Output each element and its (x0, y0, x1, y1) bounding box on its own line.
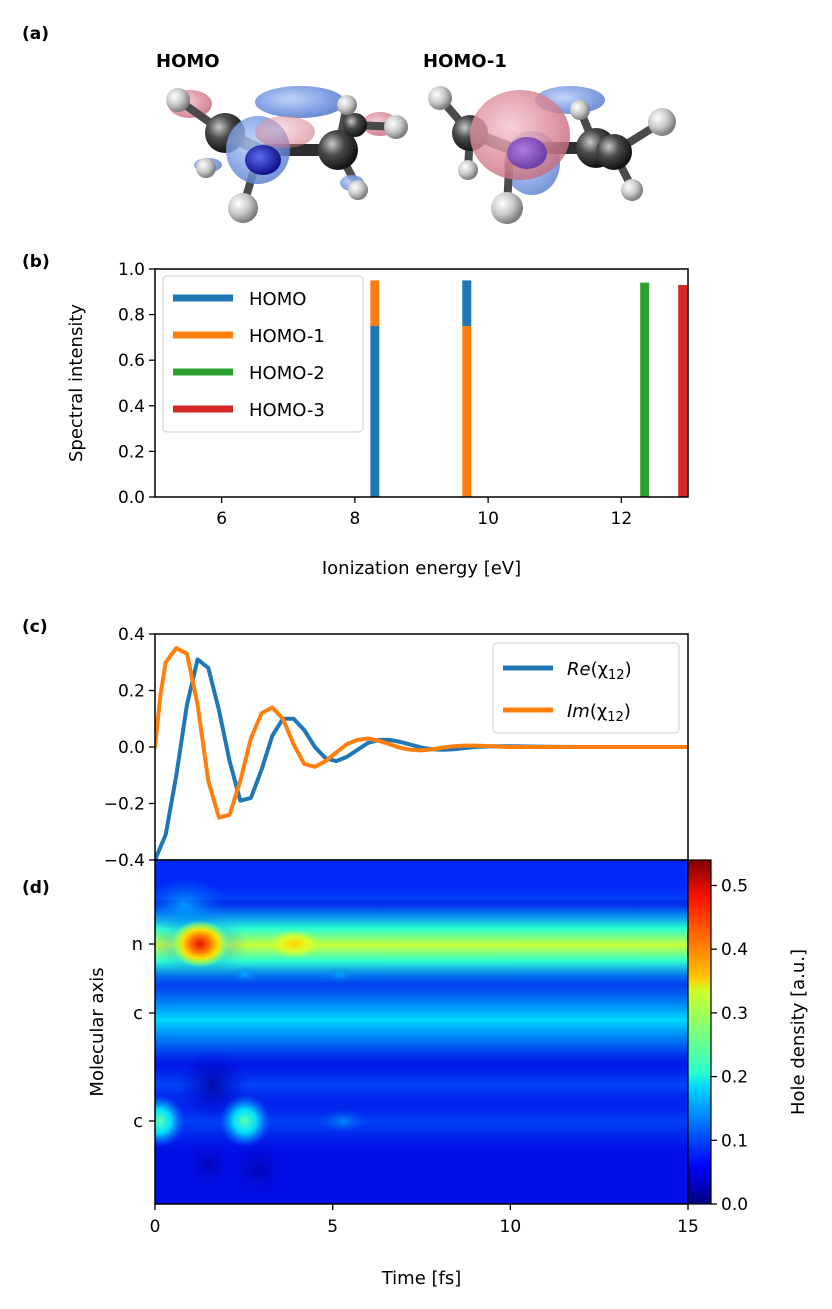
heatmap-xtick-label: 5 (327, 1217, 338, 1237)
homo-molecule-image (166, 86, 408, 223)
heatmap-ylabel: Molecular axis (87, 967, 108, 1096)
colorbar-label: Hole density [a.u.] (788, 949, 809, 1115)
spectrum-legend-box (162, 275, 364, 433)
spectrum-legend-label: HOMO-3 (249, 400, 325, 421)
coherence-ytick-label: 0.0 (118, 738, 145, 758)
series-im-line (155, 646, 688, 820)
spectrum-legend: HOMO HOMO-1 HOMO-2 HOMO-3 (162, 275, 364, 433)
colorbar-tick-label: 0.5 (721, 876, 748, 896)
spectrum-xtick-label: 8 (349, 509, 360, 529)
spectrum-ytick-label: 1.0 (118, 260, 145, 280)
heatmap-row-label: c (133, 1111, 143, 1132)
heatmap-xtick-label: 0 (150, 1217, 161, 1237)
heatmap-dark-spot-2 (228, 1142, 288, 1198)
spectrum-legend-label: HOMO (249, 289, 306, 310)
heatmap-xtick-label: 15 (677, 1217, 699, 1237)
spectrum-ytick-label: 0.4 (118, 397, 145, 417)
spectrum-xtick-label: 6 (216, 509, 227, 529)
panel-label-b: (b) (22, 252, 50, 272)
heatmap-peak-1 (170, 920, 230, 968)
colorbar-tick-label: 0.4 (721, 940, 748, 960)
spectrum-ytick-label: 0.2 (118, 442, 145, 462)
hole-density-map: 0 5 10 15 n c c Time [fs] Molecular axis 0.0 0.… (87, 859, 809, 1289)
spectrum-ytick-label: 0.0 (118, 488, 145, 508)
heatmap-row-label: c (133, 1003, 143, 1024)
heatmap-c-upper-dim-2 (324, 967, 356, 983)
spectrum-ytick-label: 0.6 (118, 351, 145, 371)
spectrum-xlabel: Ionization energy [eV] (322, 558, 521, 579)
heatmap-c-lower-ripple (318, 1109, 368, 1133)
heatmap-row-label: n (132, 934, 143, 955)
colorbar-tick-label: 0.2 (721, 1068, 748, 1088)
heatmap-c-lower-peak-1 (155, 1095, 184, 1147)
coherence-ytick-label: 0.4 (118, 625, 145, 645)
coherence-chart: −0.4 −0.2 0.0 0.2 0.4 Re(χ12) Im(χ12) (104, 625, 689, 871)
homo-title: HOMO (156, 51, 220, 72)
spectrum-plot-frame (154, 268, 689, 498)
spectrum-xtick-label: 12 (611, 509, 633, 529)
colorbar-tick-label: 0.0 (721, 1195, 748, 1215)
heatmap-peak-2 (268, 930, 320, 958)
heatmap-c-upper-band (155, 975, 688, 1065)
legend-im-label: Im(χ12) (567, 701, 631, 725)
spectrum-ylabel: Spectral intensity (66, 304, 87, 462)
colorbar-tick-label: 0.3 (721, 1004, 748, 1024)
coherence-ytick-label: −0.4 (104, 851, 145, 871)
panel-label-d: (d) (22, 878, 50, 898)
spectrum-xtick-label: 10 (477, 509, 499, 529)
heatmap-c-lower-peak-2 (220, 1095, 270, 1147)
homo1-title: HOMO-1 (423, 51, 507, 72)
panel-label-c: (c) (22, 617, 48, 637)
homo1-molecule-image (428, 86, 676, 224)
heatmap-xtick-label: 10 (500, 1217, 522, 1237)
colorbar-tick-label: 0.1 (721, 1131, 748, 1151)
coherence-ytick-label: −0.2 (104, 795, 145, 815)
spectrum-legend-label: HOMO-2 (249, 363, 325, 384)
colorbar (687, 859, 712, 1205)
heatmap-xlabel: Time [fs] (381, 1268, 462, 1289)
spectrum-chart: 6 8 10 12 0.0 0.2 0.4 0.6 0.8 1.0 Ionization ener… (66, 260, 689, 579)
coherence-ytick-label: 0.2 (118, 682, 145, 702)
spectrum-legend-label: HOMO-1 (249, 326, 325, 347)
heatmap-dark-spot-3 (186, 1140, 230, 1190)
coherence-legend: Re(χ12) Im(χ12) (492, 642, 680, 734)
heatmap-c-upper-dim-1 (231, 967, 259, 983)
legend-re-label: Re(χ12) (567, 659, 632, 683)
spectrum-ytick-label: 0.8 (118, 306, 145, 326)
panel-label-a: (a) (22, 24, 49, 44)
